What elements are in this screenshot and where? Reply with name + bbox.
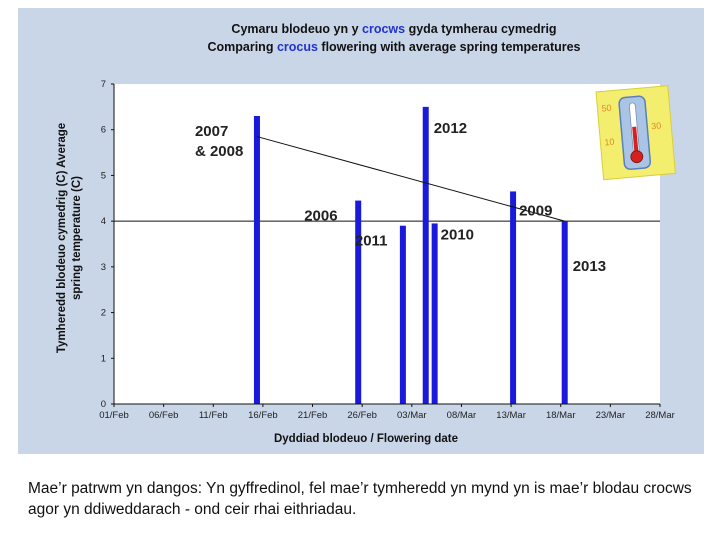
bar-label-2012: 2012 bbox=[434, 120, 467, 137]
title-english-suffix: flowering with average spring temperatur… bbox=[318, 40, 581, 54]
bars bbox=[253, 106, 568, 404]
caption-body: : Yn gyffredinol, fel mae’r tymheredd yn… bbox=[28, 480, 692, 518]
x-tick-label: 06/Feb bbox=[149, 410, 179, 421]
chart-title-english: Comparing crocus flowering with average … bbox=[207, 40, 580, 54]
y-tick-label: 2 bbox=[101, 308, 106, 319]
plot-area bbox=[114, 84, 660, 404]
y-axis-ticks: 0 1 2 3 4 5 6 7 bbox=[101, 79, 114, 410]
x-tick-label: 26/Feb bbox=[347, 410, 377, 421]
x-tick-label: 21/Feb bbox=[298, 410, 328, 421]
bar-2012 bbox=[422, 106, 429, 404]
bar-label-2007: 2007 & 2008 bbox=[195, 123, 243, 160]
x-axis-ticks: 01/Feb 06/Feb 11/Feb 16/Feb 21/Feb 26/Feb 03/M… bbox=[99, 404, 675, 421]
y-tick-label: 6 bbox=[101, 125, 106, 136]
x-tick-label: 28/Mar bbox=[645, 410, 675, 421]
x-tick-label: 01/Feb bbox=[99, 410, 129, 421]
title-english-prefix: Comparing bbox=[207, 40, 276, 54]
y-axis-title-line2: spring temperature (C) bbox=[71, 176, 83, 300]
thermo-scale-high: 50 bbox=[601, 103, 612, 114]
y-tick-label: 0 bbox=[101, 399, 106, 410]
y-tick-label: 7 bbox=[101, 79, 106, 90]
y-tick-label: 1 bbox=[101, 353, 106, 364]
chart-panel: Cymaru blodeuo yn y crocws gyda tymherau… bbox=[18, 8, 704, 454]
x-tick-label: 13/Mar bbox=[496, 410, 526, 421]
thermo-scale-low: 10 bbox=[604, 137, 615, 148]
title-welsh-accent: crocws bbox=[362, 22, 405, 36]
caption: Mae’r patrwm yn dangos: Yn gyffredinol, … bbox=[28, 478, 708, 520]
bar-2007 bbox=[253, 116, 260, 404]
x-tick-label: 18/Mar bbox=[546, 410, 576, 421]
y-tick-label: 3 bbox=[101, 262, 106, 273]
caption-lead: Mae’r patrwm yn dangos bbox=[28, 480, 198, 497]
x-tick-label: 11/Feb bbox=[199, 410, 228, 421]
bar-labels: 2007 & 2008 2006 2011 2012 2010 2009 2013 bbox=[195, 120, 606, 275]
x-axis-title: Dyddiad blodeuo / Flowering date bbox=[274, 433, 458, 445]
y-tick-label: 5 bbox=[101, 170, 106, 181]
title-welsh-suffix: gyda tymherau cymedrig bbox=[405, 22, 556, 36]
bar-label-2011: 2011 bbox=[355, 233, 388, 250]
thermometer-bulb bbox=[630, 150, 644, 164]
title-welsh-prefix: Cymaru blodeuo yn y bbox=[231, 22, 362, 36]
bar-2013 bbox=[561, 221, 568, 404]
x-tick-label: 23/Mar bbox=[596, 410, 626, 421]
thermo-scale-mid: 30 bbox=[651, 120, 662, 131]
x-tick-label: 03/Mar bbox=[397, 410, 427, 421]
x-tick-label: 08/Mar bbox=[447, 410, 477, 421]
y-axis-title-line1: Tymheredd blodeuo cymedrig (C) Average bbox=[56, 123, 68, 353]
title-english-accent: crocus bbox=[277, 40, 318, 54]
thermometer-mercury bbox=[632, 126, 639, 153]
bar-2006 bbox=[355, 200, 362, 404]
bar-label-2006: 2006 bbox=[304, 208, 337, 225]
crocus-chart: Cymaru blodeuo yn y crocws gyda tymherau… bbox=[56, 22, 676, 445]
bar-2010 bbox=[431, 223, 438, 404]
bar-2009 bbox=[510, 191, 517, 404]
chart-title-welsh: Cymaru blodeuo yn y crocws gyda tymherau… bbox=[231, 22, 556, 36]
x-tick-label: 16/Feb bbox=[248, 410, 278, 421]
thermometer-note: 50 30 10 bbox=[595, 85, 676, 181]
trendline bbox=[256, 136, 565, 222]
bar-label-2010: 2010 bbox=[441, 226, 474, 243]
y-tick-label: 4 bbox=[101, 216, 106, 227]
bar-label-2013: 2013 bbox=[573, 258, 606, 275]
bar-2011 bbox=[399, 225, 406, 404]
bar-label-2009: 2009 bbox=[519, 202, 552, 219]
